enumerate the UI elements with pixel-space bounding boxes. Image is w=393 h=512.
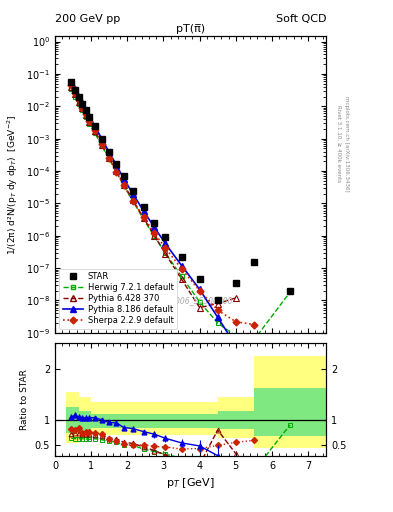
Text: Rivet 3.1.10, ≥ 400k events: Rivet 3.1.10, ≥ 400k events — [336, 105, 341, 182]
Text: Soft QCD: Soft QCD — [276, 14, 326, 24]
Y-axis label: Ratio to STAR: Ratio to STAR — [20, 369, 29, 430]
Y-axis label: 1/(2π) d²N/(p$_T$ dy dp$_T$)  [GeV$^{-2}$]: 1/(2π) d²N/(p$_T$ dy dp$_T$) [GeV$^{-2}$… — [6, 114, 20, 254]
X-axis label: p$_T$ [GeV]: p$_T$ [GeV] — [166, 476, 215, 490]
Text: mcplots.cern.ch [arXiv:1306.3436]: mcplots.cern.ch [arXiv:1306.3436] — [344, 96, 349, 191]
Text: 200 GeV pp: 200 GeV pp — [55, 14, 120, 24]
Text: STAR_2006_S6500200: STAR_2006_S6500200 — [148, 296, 233, 305]
Text: pT(π̅): pT(π̅) — [176, 25, 205, 34]
Legend: STAR, Herwig 7.2.1 default, Pythia 6.428 370, Pythia 8.186 default, Sherpa 2.2.9: STAR, Herwig 7.2.1 default, Pythia 6.428… — [59, 269, 177, 329]
